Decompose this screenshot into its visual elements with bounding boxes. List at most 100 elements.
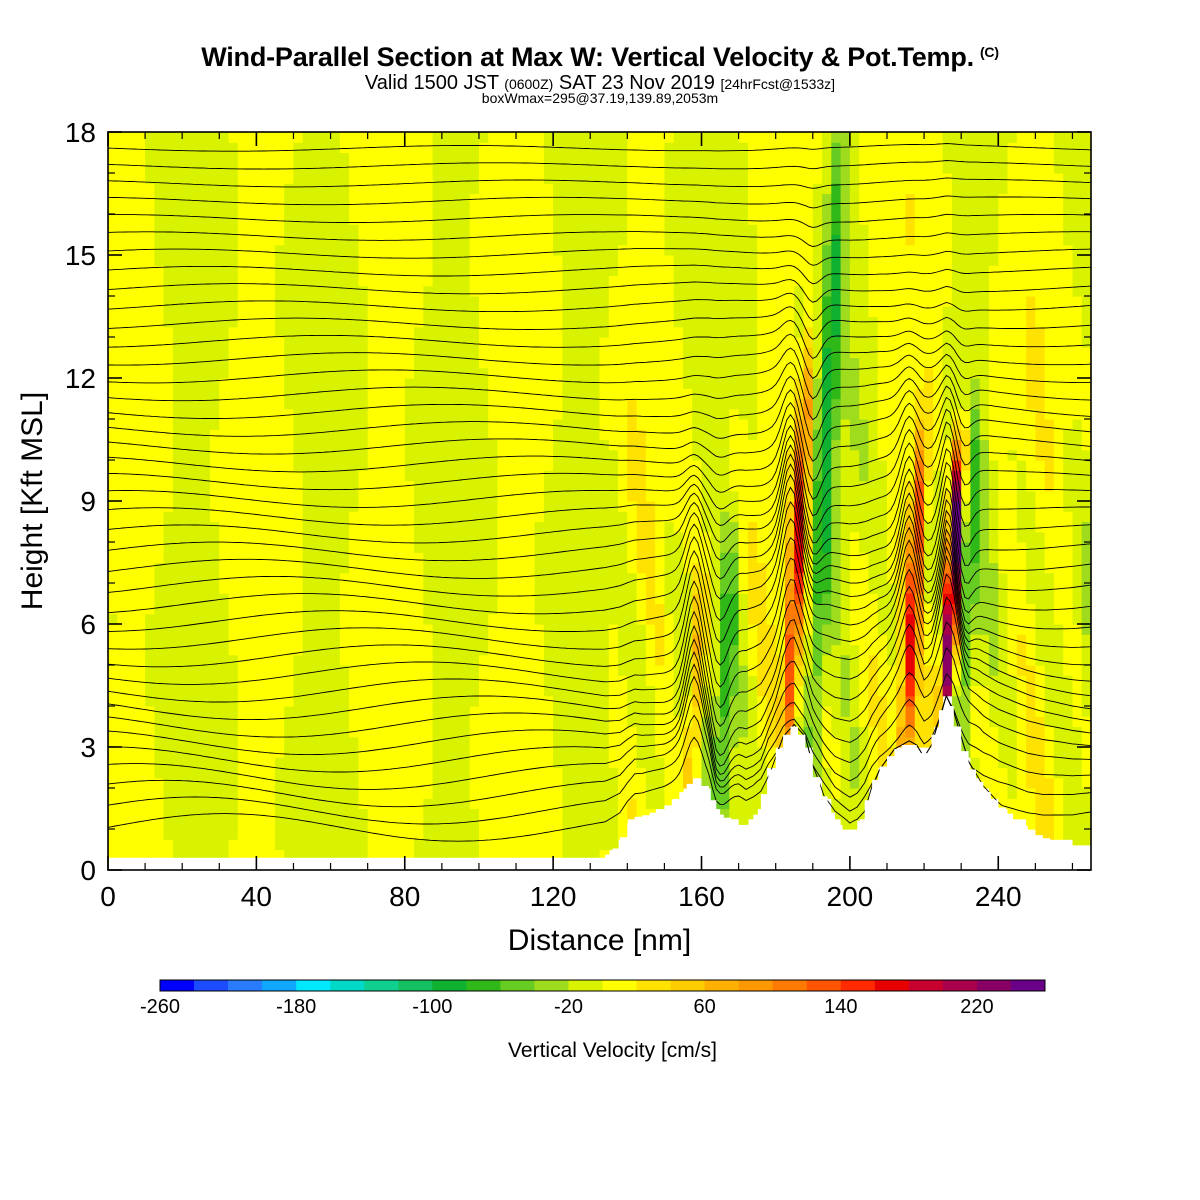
theta-contour (108, 292, 1091, 322)
theta-contour (108, 248, 1091, 266)
y-axis-label: Height [Kft MSL] (16, 392, 49, 610)
x-axis-label: Distance [nm] (508, 924, 691, 957)
theta-contour (108, 528, 1091, 666)
y-tick-label: 9 (80, 486, 96, 517)
theta-contour (108, 596, 1091, 757)
terrain-profile (108, 706, 1091, 870)
colorbar-swatch (670, 980, 705, 991)
theta-contour (108, 621, 1091, 767)
copyright-mark: (C) (979, 44, 999, 60)
theta-contour (108, 385, 1091, 462)
theta-contour (108, 554, 1091, 727)
theta-contour (108, 195, 1091, 209)
theta-contour (108, 444, 1091, 544)
x-tick-label: 240 (975, 881, 1022, 912)
colorbar-swatch (330, 980, 365, 991)
theta-contour (108, 333, 1091, 379)
colorbar-swatch (636, 980, 671, 991)
colorbar-tick-label: -100 (412, 996, 452, 1018)
colorbar-swatch (432, 980, 467, 991)
y-tick-label: 3 (80, 732, 96, 763)
theta-contour (108, 536, 1091, 688)
theta-contour (108, 646, 1091, 775)
theta-contour (108, 501, 1091, 622)
theta-contour (108, 374, 1091, 442)
colorbar-swatch (874, 980, 910, 991)
colorbar-tick-label: 140 (824, 996, 857, 1018)
theta-contour (108, 673, 1091, 790)
axes: 0 40 80 120 160 200 240 0 3 6 9 12 15 18 Distance [nm]… (16, 117, 1091, 957)
colorbar-swatch (1011, 980, 1046, 991)
chart-subtitle: Valid 1500 JST (0600Z) SAT 23 Nov 2019 [… (364, 72, 836, 94)
theta-contour (108, 319, 1091, 360)
colorbar-swatch (364, 980, 399, 991)
x-tick-label: 80 (389, 881, 420, 912)
y-tick-label: 0 (80, 855, 96, 886)
colorbar-tick-label: -260 (140, 996, 180, 1018)
theta-contour (108, 306, 1091, 340)
colorbar-swatch (704, 980, 739, 991)
theta-contour (108, 396, 1091, 482)
colorbar-tick-label: 60 (693, 996, 715, 1018)
theta-contour (108, 279, 1091, 303)
theta-contour (108, 231, 1091, 247)
colorbar-swatch (500, 980, 535, 991)
terrain (108, 706, 1091, 870)
colorbar-swatch (466, 980, 501, 991)
colorbar-swatch (738, 980, 774, 991)
x-tick-label: 120 (530, 881, 577, 912)
colorbar-swatch (976, 980, 1012, 991)
theta-contour (108, 143, 1091, 152)
colorbar: -260 -180 -100 -20 60 140 220 Vertical Velocity… (140, 979, 1046, 1062)
y-tick-label: 18 (65, 117, 96, 148)
theta-contour (108, 264, 1091, 285)
valid-utc: (0600Z) (504, 76, 554, 92)
colorbar-tick-label: -180 (276, 996, 316, 1018)
chart-title: Wind-Parallel Section at Max W: Vertical… (201, 42, 999, 72)
theta-contour (108, 474, 1091, 584)
theta-contour (108, 421, 1091, 517)
theta-contour (108, 213, 1091, 228)
colorbar-swatch (568, 980, 603, 991)
colorbar-swatch (194, 980, 229, 991)
theta-contour (108, 694, 1091, 808)
colorbar-swatch (772, 980, 808, 991)
theta-contour (108, 177, 1091, 189)
x-tick-label: 160 (678, 881, 725, 912)
colorbar-tick-label: 220 (960, 996, 993, 1018)
colorbar-swatch (262, 980, 297, 991)
colorbar-swatch (534, 980, 569, 991)
theta-contour (108, 486, 1091, 600)
theta-contour (108, 463, 1091, 566)
theta-contour (108, 694, 1091, 825)
colorbar-swatch (296, 980, 331, 991)
y-tick-label: 6 (80, 609, 96, 640)
y-tick-label: 15 (65, 240, 96, 271)
colorbar-swatch (806, 980, 842, 991)
colorbar-label: Vertical Velocity [cm/s] (508, 1039, 717, 1062)
y-tick-label: 12 (65, 363, 96, 394)
colorbar-swatch (840, 980, 876, 991)
x-tick-label: 200 (827, 881, 874, 912)
colorbar-swatch (942, 980, 978, 991)
colorbar-frame (159, 979, 1046, 992)
forecast-info: [24hrFcst@1533z] (720, 76, 836, 92)
theta-contour (108, 408, 1091, 500)
colorbar-swatch (160, 980, 195, 991)
x-tick-label: 40 (241, 881, 272, 912)
colorbar-tick-label: -20 (554, 996, 583, 1018)
theta-contour (108, 347, 1091, 400)
colorbar-swatch (398, 980, 433, 991)
theta-contour (108, 160, 1091, 170)
colorbar-swatch (602, 980, 637, 991)
theta-contour (108, 453, 1091, 555)
theta-contour (108, 517, 1091, 644)
colorbar-swatch (228, 980, 263, 991)
colorbar-swatch (908, 980, 944, 991)
theta-contours (108, 143, 1091, 842)
theta-contour (108, 545, 1091, 709)
theta-contour (108, 573, 1091, 743)
box-info: boxWmax=295@37.19,139.89,2053m (481, 90, 719, 106)
theta-contour (108, 361, 1091, 421)
